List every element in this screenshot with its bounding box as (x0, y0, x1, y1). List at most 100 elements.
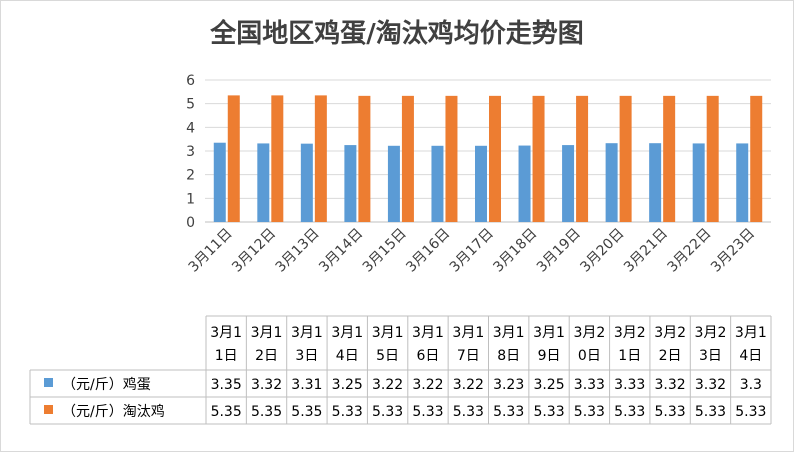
y-tick-label: 3 (186, 144, 195, 160)
bar-hen (663, 95, 676, 222)
row-label: （元/斤）淘汰鸡 (62, 403, 165, 420)
bar-egg (475, 145, 487, 222)
gridlines (205, 79, 771, 223)
table-cell: 5.33 (372, 404, 403, 420)
table-cell: 3.31 (291, 377, 322, 393)
data-table: 3月1 1日 3月1 2日 3月1 3日 3月1 4日 3月1 5日 3月1 6日 3月1 7日 3月1 8日… (29, 315, 772, 425)
table-header-line1: 3月2 (654, 325, 686, 341)
x-tick-label: 3月20日 (577, 226, 627, 276)
table-cell: 5.33 (453, 404, 484, 420)
table-cell: 3.35 (211, 377, 242, 393)
table-header-line2: 8日 (497, 348, 520, 364)
table-cell: 5.35 (251, 404, 282, 420)
table-cell: 5.33 (533, 404, 564, 420)
table-header-line2: 2日 (255, 348, 278, 364)
table-cell: 3.32 (695, 377, 726, 393)
bar-hen (489, 95, 501, 222)
bar-egg (562, 145, 575, 222)
x-tick-label: 3月11日 (186, 226, 236, 276)
table-cell: 5.33 (735, 404, 766, 420)
table-cell: 5.35 (291, 404, 322, 420)
bar-egg (692, 143, 705, 222)
bar-hen (227, 95, 240, 222)
bar-egg (344, 145, 357, 222)
bar-hen (706, 95, 719, 222)
bar-hen (750, 95, 763, 222)
row-label: （元/斤）鸡蛋 (62, 376, 151, 393)
x-tick-label: 3月13日 (273, 226, 323, 276)
chart-title: 全国地区鸡蛋/淘汰鸡均价走势图 (209, 18, 584, 49)
table-header-line1: 3月1 (251, 325, 283, 341)
bar-egg (387, 145, 400, 222)
bar-egg (605, 143, 618, 222)
table-header-line2: 9日 (538, 348, 561, 364)
table-cell: 3.23 (493, 377, 524, 393)
bar-egg (518, 145, 531, 222)
legend-swatch-egg (44, 378, 53, 387)
x-tick-label: 3月12日 (229, 226, 279, 276)
table-header-line1: 3月2 (614, 325, 646, 341)
table-header-line1: 3月1 (412, 325, 444, 341)
x-tick-label: 3月16日 (403, 226, 453, 276)
table-cell: 3.32 (251, 377, 282, 393)
table-header-line2: 1日 (215, 348, 238, 364)
x-tick-label: 3月14日 (316, 226, 366, 276)
x-tick-label: 3月17日 (447, 226, 497, 276)
bar-egg (736, 143, 749, 222)
y-tick-label: 0 (186, 215, 195, 231)
table-cell: 3.25 (533, 377, 564, 393)
bars (213, 95, 763, 222)
table-header-line1: 3月1 (735, 325, 767, 341)
bar-egg (649, 143, 662, 222)
table-header-line1: 3月1 (291, 325, 323, 341)
table-cell: 5.33 (332, 404, 363, 420)
table-cell: 3.22 (412, 377, 443, 393)
bar-hen (314, 95, 327, 222)
table-header-line2: 1日 (618, 348, 641, 364)
table-header-line2: 3日 (295, 348, 318, 364)
y-tick-label: 5 (186, 97, 195, 113)
table-header-line1: 3月1 (493, 325, 525, 341)
table-header-line2: 0日 (578, 348, 601, 364)
bar-hen (358, 95, 371, 222)
table-cell: 5.35 (211, 404, 242, 420)
table-cell: 5.33 (695, 404, 726, 420)
table-cell: 3.22 (453, 377, 484, 393)
y-tick-label: 2 (186, 168, 195, 184)
bar-egg (257, 143, 270, 222)
bar-hen (532, 95, 545, 222)
table-header-line1: 3月1 (533, 325, 565, 341)
bar-egg (300, 143, 313, 222)
table-header-line2: 3日 (699, 348, 722, 364)
table-cell: 5.33 (614, 404, 645, 420)
table-cell: 5.33 (412, 404, 443, 420)
table-header-line2: 5日 (376, 348, 399, 364)
table-cell: 3.3 (740, 377, 762, 393)
table-header-line1: 3月2 (695, 325, 727, 341)
table-header-line1: 3月1 (372, 325, 404, 341)
x-tick-label: 3月22日 (665, 226, 715, 276)
x-axis: 3月11日3月12日3月13日3月14日3月15日3月16日3月17日3月18日… (186, 226, 758, 276)
table-cell: 3.33 (614, 377, 645, 393)
x-tick-label: 3月18日 (490, 226, 540, 276)
bar-hen (271, 95, 284, 222)
bar-hen (619, 95, 632, 222)
y-tick-label: 6 (186, 73, 195, 89)
table-cell: 3.32 (655, 377, 686, 393)
table-header-line1: 3月1 (452, 325, 484, 341)
table-header-line2: 7日 (457, 348, 480, 364)
y-tick-label: 1 (186, 191, 195, 207)
table-header-line2: 2日 (659, 348, 682, 364)
bar-hen (401, 95, 414, 222)
table-cell: 5.33 (493, 404, 524, 420)
legend-swatch-hen (44, 405, 53, 414)
table-cell: 3.33 (574, 377, 605, 393)
table-header-line1: 3月2 (573, 325, 605, 341)
table-header-line2: 6日 (417, 348, 440, 364)
table-cell: 3.25 (332, 377, 363, 393)
table-cell: 5.33 (574, 404, 605, 420)
table-header-line2: 4日 (739, 348, 762, 364)
x-tick-label: 3月19日 (534, 226, 584, 276)
